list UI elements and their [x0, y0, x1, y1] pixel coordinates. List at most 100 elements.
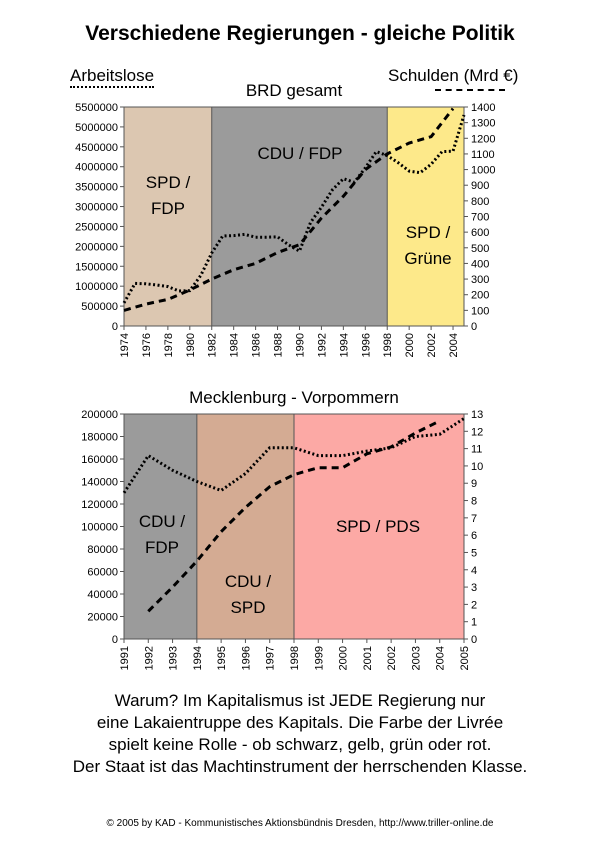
- y-right-tick-label: 500: [471, 243, 489, 255]
- y-left-tick-label: 120000: [81, 499, 118, 511]
- x-tick-label: 1998: [289, 646, 301, 670]
- chart-brd-title: BRD gesamt: [246, 81, 343, 100]
- y-left-tick-label: 20000: [87, 612, 118, 624]
- y-right-tick-label: 900: [471, 180, 489, 192]
- y-right-tick-label: 1000: [471, 165, 495, 177]
- x-tick-label: 1993: [168, 646, 180, 670]
- caption-line: spielt keine Rolle - ob schwarz, gelb, g…: [108, 735, 492, 754]
- period-band: [387, 107, 464, 326]
- series-debt-line: [147, 419, 441, 613]
- x-tick-label: 1986: [251, 333, 263, 357]
- x-tick-label: 1990: [294, 333, 306, 357]
- y-right-tick-label: 0: [471, 321, 477, 333]
- y-right-tick-label: 1: [471, 617, 477, 629]
- y-left-tick-label: 3000000: [75, 202, 118, 214]
- period-label: SPD /: [406, 223, 451, 242]
- footer: © 2005 by KAD - Kommunistisches Aktionsb…: [106, 818, 494, 829]
- period-band: [124, 414, 197, 639]
- y-right-tick-label: 1200: [471, 133, 495, 145]
- y-right-tick-label: 2: [471, 599, 477, 611]
- x-tick-label: 1994: [338, 333, 350, 357]
- y-left-tick-label: 80000: [87, 544, 118, 556]
- y-left-tick-label: 100000: [81, 522, 118, 534]
- period-label: SPD / PDS: [336, 517, 420, 536]
- y-right-tick-label: 400: [471, 258, 489, 270]
- series-debt-line: [123, 107, 455, 312]
- legend-debt-dash: [435, 89, 505, 91]
- y-right-tick-label: 10: [471, 461, 483, 473]
- caption: Warum? Im Kapitalismus ist JEDE Regierun…: [0, 690, 600, 778]
- x-tick-label: 1996: [360, 333, 372, 357]
- y-left-tick-label: 1000000: [75, 281, 118, 293]
- period-label: FDP: [151, 199, 185, 218]
- y-left-tick-label: 4500000: [75, 142, 118, 154]
- period-label: SPD: [231, 598, 266, 617]
- y-left-tick-label: 4000000: [75, 162, 118, 174]
- y-right-tick-label: 1100: [471, 149, 495, 161]
- x-tick-label: 2002: [386, 646, 398, 670]
- page-title: Verschiedene Regierungen - gleiche Polit…: [85, 22, 515, 45]
- caption-line: Warum? Im Kapitalismus ist JEDE Regierun…: [114, 691, 486, 710]
- x-tick-label: 2005: [459, 646, 471, 670]
- y-left-tick-label: 3500000: [75, 182, 118, 194]
- x-tick-label: 1976: [141, 333, 153, 357]
- y-right-tick-label: 9: [471, 478, 477, 490]
- caption-line: eine Lakaientruppe des Kapitals. Die Far…: [96, 713, 504, 732]
- period-label: FDP: [145, 538, 179, 557]
- legend-debt: Schulden (Mrd €): [388, 66, 518, 86]
- y-left-tick-label: 2000000: [75, 241, 118, 253]
- y-right-tick-label: 4: [471, 565, 477, 577]
- x-tick-label: 2001: [362, 646, 374, 670]
- x-tick-label: 1974: [119, 333, 131, 357]
- y-left-tick-label: 1500000: [75, 261, 118, 273]
- y-right-tick-label: 0: [471, 634, 477, 646]
- chart-mv: Mecklenburg - Vorpommern CDU / FDP CDU / SPD…: [81, 388, 483, 670]
- period-label: CDU /: [139, 512, 186, 531]
- x-tick-label: 1988: [273, 333, 285, 357]
- legend-unemployed: Arbeitslose: [70, 66, 155, 88]
- y-right-tick-label: 200: [471, 290, 489, 302]
- x-tick-label: 2003: [410, 646, 422, 670]
- period-label: CDU / FDP: [258, 144, 343, 163]
- x-tick-label: 1995: [216, 646, 228, 670]
- x-tick-label: 2004: [448, 333, 460, 357]
- x-tick-label: 1992: [143, 646, 155, 670]
- x-tick-label: 1999: [313, 646, 325, 670]
- x-tick-label: 1980: [185, 333, 197, 357]
- y-left-tick-label: 60000: [87, 567, 118, 579]
- y-right-tick-label: 6: [471, 530, 477, 542]
- legend-unemployed-label: Arbeitslose: [70, 66, 155, 88]
- y-right-tick-label: 700: [471, 212, 489, 224]
- y-left-tick-label: 40000: [87, 589, 118, 601]
- y-left-tick-label: 5000000: [75, 122, 118, 134]
- period-label: CDU /: [225, 572, 272, 591]
- x-tick-label: 2000: [404, 333, 416, 357]
- caption-line: Der Staat ist das Machtinstrument der he…: [72, 757, 528, 776]
- series-unemployed-line: [122, 417, 465, 494]
- x-tick-label: 1978: [163, 333, 175, 357]
- period-label: Grüne: [404, 249, 451, 268]
- y-right-tick-label: 3: [471, 582, 477, 594]
- y-right-tick-label: 7: [471, 513, 477, 525]
- y-right-tick-label: 12: [471, 426, 483, 438]
- x-tick-label: 1997: [265, 646, 277, 670]
- y-left-tick-label: 160000: [81, 454, 118, 466]
- period-band: [196, 414, 294, 639]
- y-right-tick-label: 300: [471, 274, 489, 286]
- x-tick-label: 1984: [229, 333, 241, 357]
- period-band: [124, 107, 212, 326]
- y-left-tick-label: 0: [112, 321, 118, 333]
- y-right-tick-label: 8: [471, 496, 477, 508]
- y-right-tick-label: 5: [471, 547, 477, 559]
- y-right-tick-label: 600: [471, 227, 489, 239]
- y-right-tick-label: 13: [471, 409, 483, 421]
- x-tick-label: 1992: [316, 333, 328, 357]
- x-tick-label: 1998: [382, 333, 394, 357]
- x-tick-label: 1982: [207, 333, 219, 357]
- y-right-tick-label: 800: [471, 196, 489, 208]
- y-left-tick-label: 5500000: [75, 102, 118, 114]
- x-tick-label: 2000: [338, 646, 350, 670]
- legend-debt-label: Schulden (Mrd €): [388, 66, 519, 85]
- y-right-tick-label: 100: [471, 305, 489, 317]
- x-tick-label: 1996: [240, 646, 252, 670]
